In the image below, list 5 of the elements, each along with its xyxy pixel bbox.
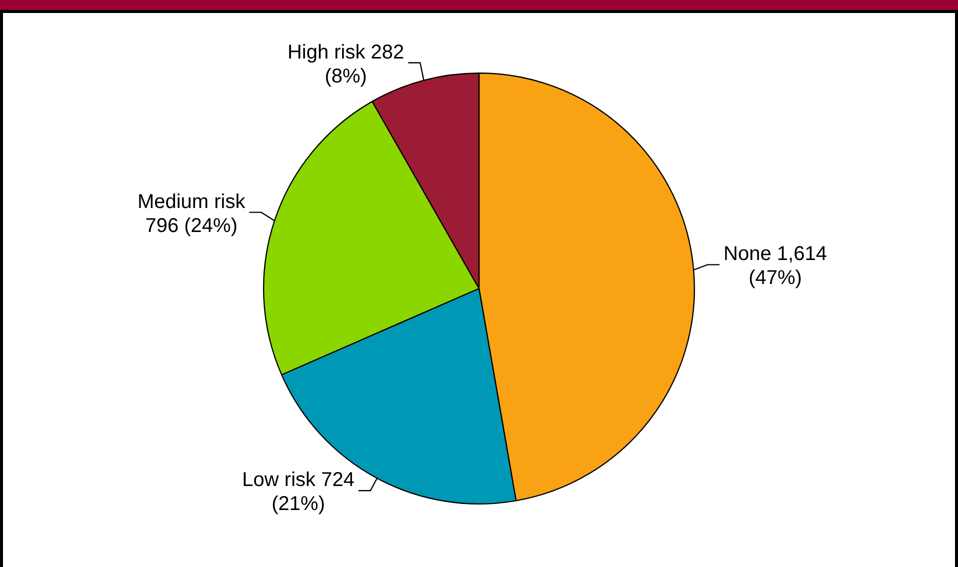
slice-label: None 1,614 (47%) <box>724 243 827 290</box>
data-label: 796 (24%) <box>145 214 238 237</box>
slice-label: High risk 282 (8%) <box>287 41 404 88</box>
slice-label: Low risk 724 (21%) <box>242 469 354 516</box>
slice-label: Medium risk <box>137 190 246 213</box>
